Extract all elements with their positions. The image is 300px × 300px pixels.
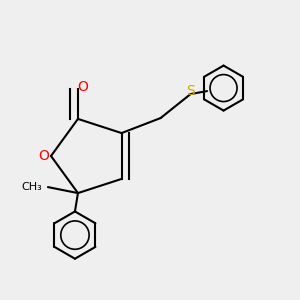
Text: CH₃: CH₃ <box>21 182 42 192</box>
Text: O: O <box>77 80 88 94</box>
Text: S: S <box>186 84 195 98</box>
Text: O: O <box>38 149 49 163</box>
